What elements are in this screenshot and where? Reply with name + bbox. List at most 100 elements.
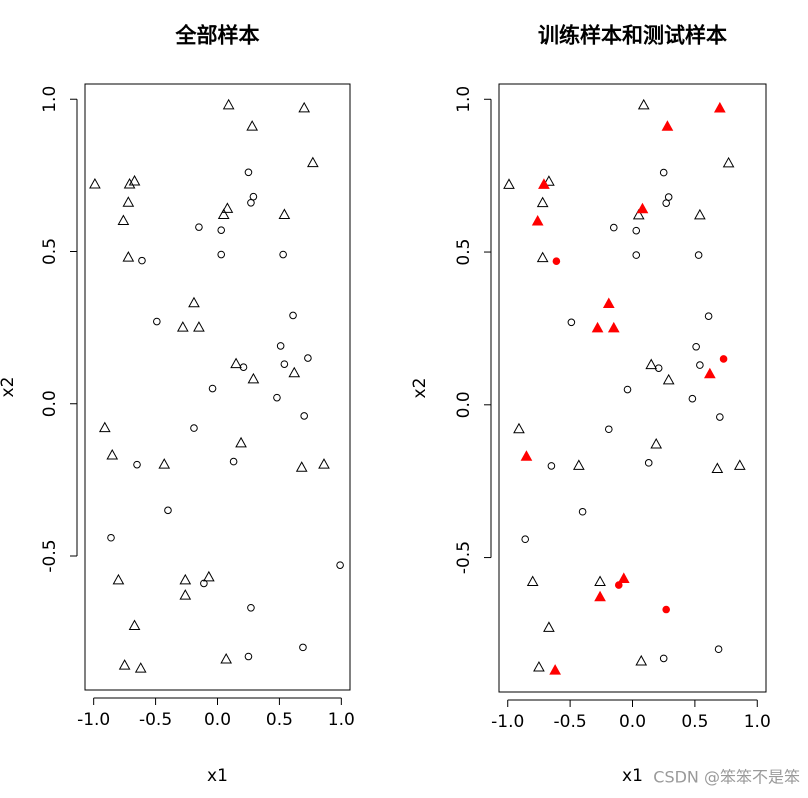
- triangle-point: [202, 570, 215, 582]
- y-tick-label: 0.0: [454, 391, 474, 418]
- triangle-point: [246, 120, 259, 131]
- triangle-point: [221, 202, 234, 213]
- triangle-point: [117, 214, 130, 226]
- triangle-point: [713, 101, 726, 113]
- triangle-point: [134, 662, 147, 673]
- triangle-point: [602, 297, 615, 308]
- circle-point: [604, 425, 613, 434]
- circle-point: [547, 462, 556, 470]
- triangle-point: [645, 358, 658, 370]
- triangle-point: [128, 619, 141, 631]
- x-tick-label: 0.0: [204, 710, 231, 730]
- circle-point: [632, 251, 641, 259]
- triangle-point: [722, 156, 735, 168]
- triangle-point: [122, 196, 135, 207]
- circle-point: [654, 364, 663, 372]
- triangle-point: [607, 321, 620, 333]
- circle-point: [190, 424, 198, 432]
- x-tick-label: -1.0: [491, 712, 524, 732]
- circle-point: [200, 579, 208, 588]
- x-tick-label: 0.0: [619, 712, 646, 732]
- triangle-point: [98, 421, 111, 433]
- triangle-point: [591, 321, 604, 333]
- circle-point: [279, 250, 287, 259]
- triangle-point: [122, 251, 135, 262]
- x-tick-label: 1.0: [328, 710, 355, 730]
- triangle-point: [307, 156, 319, 168]
- triangle-point: [128, 174, 141, 186]
- circle-point: [662, 605, 670, 614]
- circle-point: [688, 394, 697, 403]
- circle-point: [662, 199, 670, 207]
- circle-point: [247, 198, 255, 207]
- y-tick-label: -0.5: [40, 539, 60, 572]
- circle-point: [247, 603, 255, 612]
- circle-point: [632, 226, 641, 235]
- x-tick-label: 0.5: [266, 710, 293, 730]
- x-axis-label: x1: [207, 766, 228, 786]
- y-tick-label: 0.0: [40, 390, 60, 417]
- circle-point: [567, 318, 576, 327]
- circle-point: [704, 312, 713, 321]
- triangle-point: [230, 357, 242, 369]
- triangle-point: [543, 175, 555, 186]
- triangle-point: [536, 251, 549, 263]
- x-axis-label: x1: [622, 766, 643, 786]
- y-tick-label: 1.0: [40, 86, 60, 113]
- triangle-point: [288, 366, 301, 378]
- y-tick-label: 1.0: [454, 86, 474, 113]
- triangle-point: [222, 98, 235, 110]
- circle-point: [229, 457, 238, 466]
- circle-point: [609, 223, 618, 232]
- circle-point: [289, 311, 297, 320]
- x-tick-label: -0.5: [139, 710, 172, 730]
- x-tick-label: 1.0: [744, 712, 771, 732]
- triangle-point: [531, 214, 544, 226]
- triangle-point: [295, 461, 308, 472]
- triangle-point: [112, 573, 125, 585]
- triangle-point: [637, 98, 650, 110]
- circle-point: [138, 256, 146, 265]
- circle-point: [304, 354, 312, 362]
- circle-point: [694, 251, 703, 259]
- plot-frame: [84, 83, 351, 691]
- circle-point: [133, 460, 141, 469]
- triangle-point: [526, 575, 539, 587]
- triangle-point: [543, 621, 555, 632]
- triangle-point: [662, 373, 675, 385]
- y-tick-label: 0.5: [40, 238, 60, 265]
- plot-frame: [498, 83, 767, 693]
- circle-point: [552, 257, 561, 266]
- triangle-point: [179, 589, 192, 600]
- triangle-point: [549, 664, 561, 675]
- triangle-point: [193, 321, 205, 332]
- triangle-point: [573, 459, 585, 470]
- circle-point: [521, 535, 530, 544]
- triangle-point: [632, 208, 645, 220]
- triangle-point: [536, 196, 549, 208]
- triangle-point: [594, 590, 606, 602]
- circle-point: [153, 317, 161, 326]
- circle-point: [644, 459, 653, 467]
- triangle-point: [520, 450, 533, 461]
- watermark: CSDN @笨笨不是笨: [653, 768, 800, 787]
- circle-point: [244, 652, 253, 661]
- circle-point: [659, 654, 668, 663]
- circle-point: [244, 168, 253, 177]
- triangle-point: [278, 208, 291, 219]
- circle-point: [716, 413, 724, 421]
- circle-point: [107, 533, 115, 542]
- triangle-point: [711, 462, 724, 473]
- triangle-point: [158, 458, 171, 469]
- triangle-point: [635, 654, 648, 666]
- circle-point: [623, 385, 632, 394]
- circle-point: [276, 342, 285, 350]
- triangle-point: [650, 437, 663, 449]
- y-axis-label: x2: [410, 378, 430, 399]
- triangle-point: [661, 120, 674, 131]
- circle-point: [273, 393, 281, 402]
- circle-point: [578, 507, 587, 516]
- triangle-point: [235, 436, 247, 448]
